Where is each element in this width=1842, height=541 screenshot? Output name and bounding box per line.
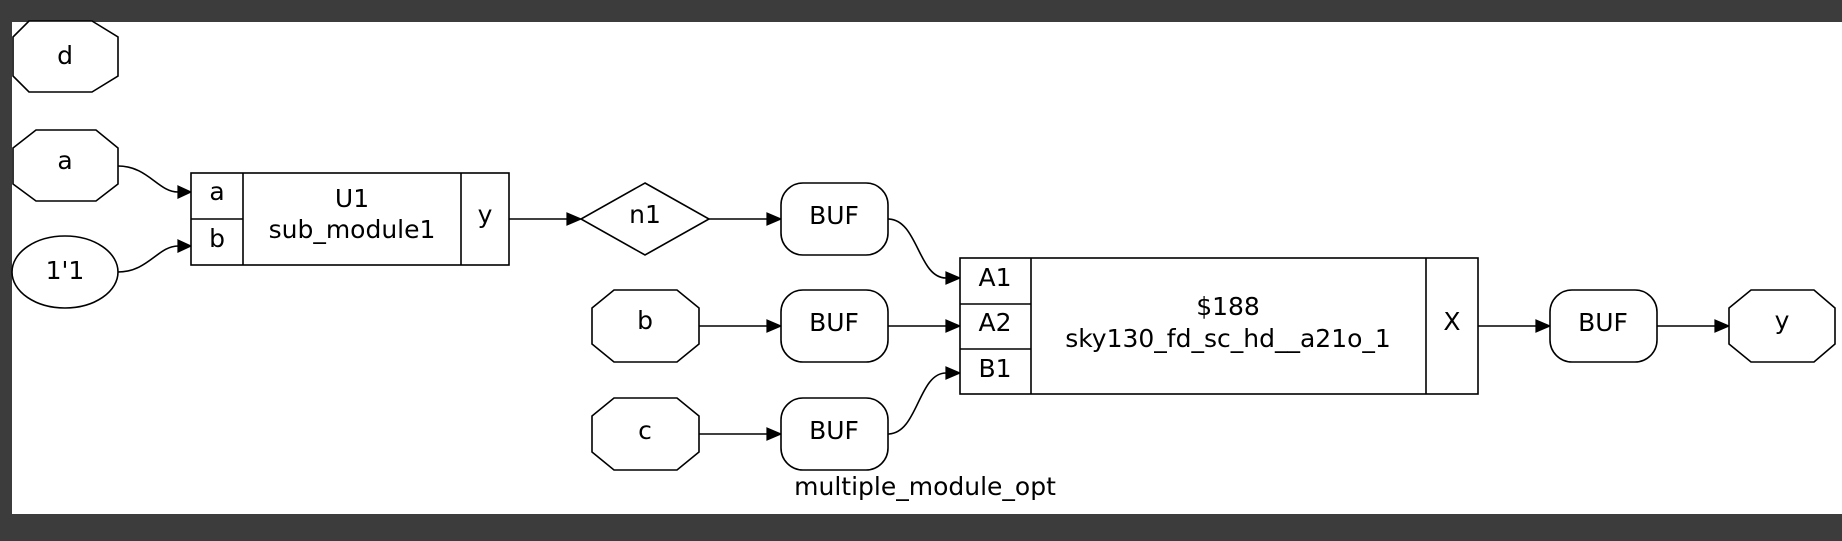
buffer-3: BUF — [780, 397, 889, 471]
arrowhead-y — [1714, 319, 1731, 333]
u1-box — [190, 172, 510, 266]
arrowhead-n1 — [566, 212, 583, 226]
const-label: 1'1 — [46, 256, 85, 285]
port-a-shape — [12, 129, 119, 202]
cell-u1: a b U1 sub_module1 y — [190, 172, 510, 266]
port-a-label: a — [57, 146, 72, 175]
output-port-y: y — [1728, 289, 1836, 363]
buf2-label: BUF — [809, 308, 859, 337]
input-port-c: c — [591, 397, 700, 471]
buf3-label: BUF — [809, 416, 859, 445]
buffer-2: BUF — [780, 289, 889, 363]
buf4-label: BUF — [1578, 308, 1628, 337]
const-shape — [11, 235, 119, 309]
const-1b1: 1'1 — [11, 235, 119, 309]
input-port-b: b — [591, 289, 700, 363]
diagram-background — [12, 22, 1842, 514]
buf2-shape — [780, 289, 889, 363]
arrowhead-buf3 — [766, 427, 783, 441]
buf4-shape — [1549, 289, 1658, 363]
u1-pin-b: b — [209, 224, 225, 253]
u1-pin-a: a — [209, 177, 224, 206]
gate-pin-b1: B1 — [978, 354, 1011, 383]
n1-label: n1 — [629, 200, 661, 229]
port-y-label: y — [1775, 306, 1790, 335]
u1-name: U1 — [335, 184, 369, 213]
arrowhead-buf1 — [766, 212, 783, 226]
net-n1: n1 — [579, 182, 711, 256]
arrowhead-buf4 — [1535, 319, 1552, 333]
input-port-d: d — [12, 20, 119, 93]
arrowhead-u1-a — [177, 185, 193, 199]
port-c-shape — [591, 397, 700, 471]
edge-buf3-to-b1 — [887, 372, 947, 435]
buf1-label: BUF — [809, 201, 859, 230]
port-b-label: b — [637, 306, 653, 335]
edges — [117, 165, 1731, 441]
gate-pin-x: X — [1443, 307, 1460, 336]
edge-buf1-to-a1 — [887, 218, 947, 279]
buf3-shape — [780, 397, 889, 471]
port-d-shape — [12, 20, 119, 93]
input-port-a: a — [12, 129, 119, 202]
arrowhead-a1 — [945, 271, 962, 285]
u1-pin-y: y — [478, 200, 493, 229]
diagram-title: multiple_module_opt — [794, 472, 1056, 501]
cell-188: A1 A2 B1 $188 sky130_fd_sc_hd__a21o_1 X — [959, 257, 1479, 395]
gate-box — [959, 257, 1479, 395]
arrowhead-a2 — [945, 319, 962, 333]
gate-pin-a2: A2 — [978, 308, 1011, 337]
n1-diamond — [579, 182, 711, 256]
arrowhead-buf2 — [766, 319, 783, 333]
gate-pin-a1: A1 — [978, 263, 1011, 292]
port-b-shape — [591, 289, 700, 363]
gate-type: sky130_fd_sc_hd__a21o_1 — [1065, 324, 1391, 353]
port-c-label: c — [638, 416, 652, 445]
buf1-shape — [780, 182, 889, 256]
edge-a-to-u1-a — [117, 165, 179, 193]
port-y-shape — [1728, 289, 1836, 363]
buffer-1: BUF — [780, 182, 889, 256]
gate-name: $188 — [1196, 292, 1260, 321]
edge-const-to-u1-b — [117, 245, 179, 273]
arrowhead-b1 — [945, 366, 962, 380]
buffer-4: BUF — [1549, 289, 1658, 363]
port-d-label: d — [57, 41, 73, 70]
u1-type: sub_module1 — [269, 215, 436, 244]
arrowhead-u1-b — [177, 239, 193, 253]
